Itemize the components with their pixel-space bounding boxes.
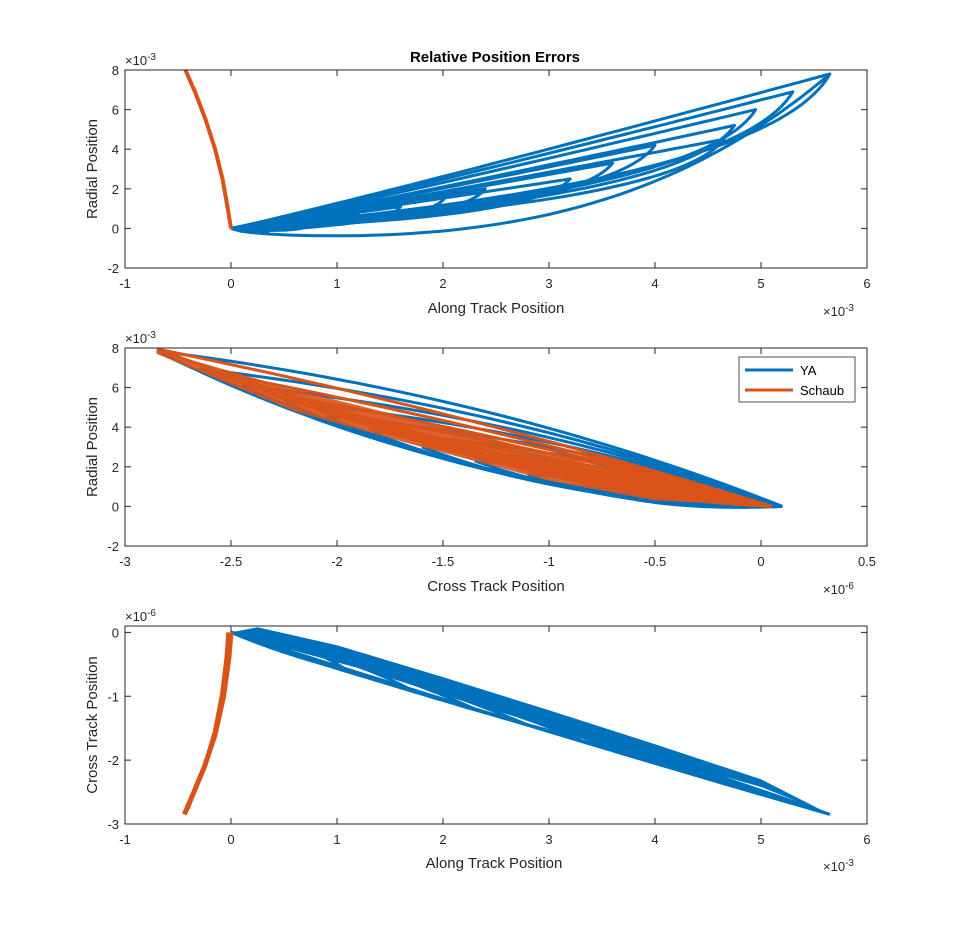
x-exponent-power-1: -3 bbox=[845, 303, 854, 314]
plot-area-2 bbox=[156, 347, 783, 509]
x-tick-label: 0 bbox=[227, 276, 234, 291]
x-tick-label: -2.5 bbox=[220, 554, 242, 569]
x-tick-label: 4 bbox=[651, 276, 658, 291]
y-tick-label: 4 bbox=[112, 420, 119, 435]
y-tick-label: 0 bbox=[112, 625, 119, 640]
x-tick-label: 2 bbox=[439, 832, 446, 847]
x-exponent-2: ×10-6 bbox=[823, 581, 854, 597]
y-tick-label: -2 bbox=[107, 539, 119, 554]
x-tick-label: -2 bbox=[331, 554, 343, 569]
y-exponent-power-3: -6 bbox=[147, 608, 156, 619]
y-tick-label: 0 bbox=[112, 221, 119, 236]
ylabel-3: Cross Track Position bbox=[84, 656, 101, 794]
legend-label-schaub: Schaub bbox=[800, 383, 844, 398]
xlabel-2: Cross Track Position bbox=[427, 578, 565, 595]
y-exponent-1: ×10-3 bbox=[125, 52, 156, 68]
y-tick-label: 2 bbox=[112, 460, 119, 475]
x-tick-label: -0.5 bbox=[644, 554, 666, 569]
x-tick-label: 6 bbox=[863, 832, 870, 847]
y-tick-label: 6 bbox=[112, 103, 119, 118]
x-tick-label: -1 bbox=[119, 832, 131, 847]
ylabel-2: Radial Position bbox=[84, 397, 101, 497]
y-exponent-3: ×10-6 bbox=[125, 608, 156, 624]
x-tick-label: -1.5 bbox=[432, 554, 454, 569]
y-exponent-power-1: -3 bbox=[147, 52, 156, 63]
subplot-cross-vs-radial: -3 -2.5 -2 -1.5 -1 -0.5 0 0.5 -2 0 2 4 6 8 Cross Trac… bbox=[84, 330, 876, 597]
x-tick-label: 3 bbox=[545, 832, 552, 847]
x-tick-label: -1 bbox=[543, 554, 555, 569]
ya-band bbox=[231, 627, 830, 815]
ya-loop bbox=[230, 123, 736, 230]
y-exponent-2: ×10-3 bbox=[125, 330, 156, 346]
x-exponent-base-1: ×10 bbox=[823, 304, 845, 319]
x-tick-label: 0 bbox=[227, 832, 234, 847]
y-tick-label: 6 bbox=[112, 381, 119, 396]
ticks-1: -1 0 1 2 3 4 5 6 -2 0 2 4 6 8 bbox=[107, 63, 870, 291]
y-tick-label: 8 bbox=[112, 341, 119, 356]
xlabel-3: Along Track Position bbox=[426, 855, 563, 872]
axes-box-1 bbox=[124, 69, 868, 269]
x-tick-label: -1 bbox=[119, 276, 131, 291]
legend: YA Schaub bbox=[738, 356, 856, 403]
ya-envelope bbox=[230, 72, 831, 238]
y-exponent-base-1: ×10 bbox=[125, 53, 147, 68]
legend-label-ya: YA bbox=[800, 363, 817, 378]
schaub-line bbox=[183, 69, 233, 229]
x-tick-label: 5 bbox=[757, 832, 764, 847]
x-tick-label: 1 bbox=[333, 832, 340, 847]
x-exponent-base-3: ×10 bbox=[823, 859, 845, 874]
schaub-line-inner bbox=[186, 632, 230, 810]
y-tick-label: 8 bbox=[112, 63, 119, 78]
x-exponent-base-2: ×10 bbox=[823, 582, 845, 597]
x-exponent-1: ×10-3 bbox=[823, 303, 854, 319]
y-tick-label: -3 bbox=[107, 817, 119, 832]
x-exponent-power-2: -6 bbox=[845, 581, 854, 592]
figure-title: Relative Position Errors bbox=[410, 49, 580, 66]
x-exponent-3: ×10-3 bbox=[823, 858, 854, 874]
ylabel-1: Radial Position bbox=[84, 119, 101, 219]
x-tick-label: 6 bbox=[863, 276, 870, 291]
x-tick-label: -3 bbox=[119, 554, 131, 569]
legend-box bbox=[738, 356, 856, 403]
plot-area-1 bbox=[183, 69, 832, 238]
y-tick-label: -2 bbox=[107, 261, 119, 276]
x-tick-label: 0 bbox=[757, 554, 764, 569]
x-tick-label: 4 bbox=[651, 832, 658, 847]
x-tick-label: 5 bbox=[757, 276, 764, 291]
y-tick-label: 0 bbox=[112, 499, 119, 514]
y-exponent-base-3: ×10 bbox=[125, 609, 147, 624]
ya-loop bbox=[230, 90, 795, 230]
y-tick-label: -2 bbox=[107, 753, 119, 768]
axes-box-3 bbox=[124, 625, 868, 825]
y-tick-label: 2 bbox=[112, 182, 119, 197]
x-exponent-power-3: -3 bbox=[845, 858, 854, 869]
y-tick-label: -1 bbox=[107, 689, 119, 704]
y-tick-label: 4 bbox=[112, 142, 119, 157]
x-tick-label: 1 bbox=[333, 276, 340, 291]
xlabel-1: Along Track Position bbox=[428, 300, 565, 317]
y-exponent-power-2: -3 bbox=[147, 330, 156, 341]
axes-box-2 bbox=[124, 347, 868, 547]
plot-area-3 bbox=[182, 627, 831, 816]
ya-loop bbox=[230, 108, 758, 230]
subplot-along-vs-radial: -1 0 1 2 3 4 5 6 -2 0 2 4 6 8 Along Track Position Ra… bbox=[84, 52, 871, 319]
x-tick-label: 3 bbox=[545, 276, 552, 291]
ticks-3: -1 0 1 2 3 4 5 6 -3 -2 -1 0 bbox=[107, 625, 870, 847]
ya-loop bbox=[230, 177, 572, 230]
x-tick-label: 2 bbox=[439, 276, 446, 291]
ticks-2: -3 -2.5 -2 -1.5 -1 -0.5 0 0.5 -2 0 2 4 6 8 bbox=[107, 341, 876, 569]
y-exponent-base-2: ×10 bbox=[125, 331, 147, 346]
x-tick-label: 0.5 bbox=[858, 554, 876, 569]
subplot-along-vs-cross: -1 0 1 2 3 4 5 6 -3 -2 -1 0 Along Track Position Cr… bbox=[84, 608, 871, 874]
